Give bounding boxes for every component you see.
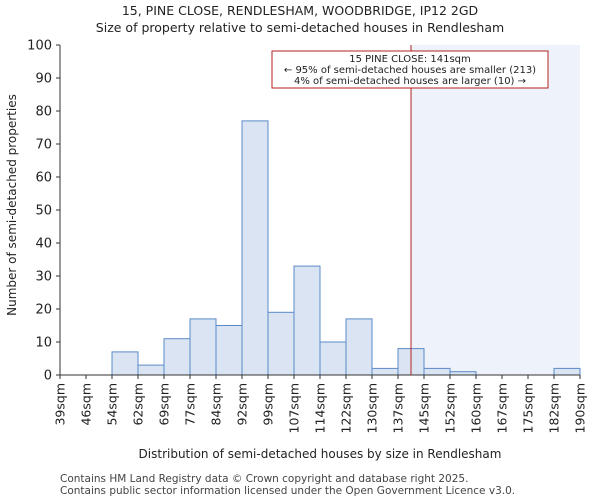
histogram-bar (267, 311, 295, 376)
x-axis-label: Distribution of semi-detached houses by … (139, 447, 502, 461)
x-tick-label: 182sqm (547, 383, 562, 433)
x-tick-label: 145sqm (417, 383, 432, 433)
y-axis-label: Number of semi-detached properties (5, 94, 19, 316)
x-tick-label: 114sqm (313, 383, 328, 433)
x-tick-label: 167sqm (495, 383, 510, 433)
histogram-bar (189, 318, 217, 376)
histogram-bar (371, 367, 399, 376)
x-tick-label: 69sqm (157, 383, 172, 426)
property-annotation: 15 PINE CLOSE: 141sqm ← 95% of semi-deta… (271, 50, 549, 89)
x-tick-label: 152sqm (443, 383, 458, 433)
x-tick-label: 175sqm (521, 383, 536, 433)
y-tick-label: 50 (35, 204, 52, 219)
larger-region (411, 45, 580, 375)
histogram-bar (215, 325, 243, 376)
histogram-bar (553, 367, 581, 376)
histogram-bar (293, 265, 321, 376)
histogram-bar (163, 338, 191, 376)
histogram-bar (319, 341, 347, 376)
x-tick-label: 99sqm (261, 383, 276, 426)
y-tick-label: 90 (35, 72, 52, 87)
x-tick-label: 160sqm (469, 383, 484, 433)
x-tick-label: 137sqm (391, 383, 406, 433)
histogram-bar (111, 351, 139, 376)
histogram-bar (423, 367, 451, 376)
x-tick-label: 46sqm (79, 383, 94, 426)
y-tick-label: 70 (35, 138, 52, 153)
x-tick-label: 92sqm (235, 383, 250, 426)
y-tick-label: 40 (35, 237, 52, 252)
x-tick-label: 130sqm (365, 383, 380, 433)
annotation-smaller: ← 95% of semi-detached houses are smalle… (284, 65, 536, 76)
x-tick-label: 107sqm (287, 383, 302, 433)
histogram-bar (241, 120, 269, 376)
x-tick-label: 84sqm (209, 383, 224, 426)
chart-title: 15, PINE CLOSE, RENDLESHAM, WOODBRIDGE, … (121, 3, 479, 18)
y-tick-label: 80 (35, 105, 52, 120)
x-tick-label: 190sqm (573, 383, 588, 433)
chart-subtitle: Size of property relative to semi-detach… (95, 20, 505, 35)
y-tick-label: 60 (35, 171, 52, 186)
histogram-bar (137, 364, 165, 376)
x-tick-label: 122sqm (339, 383, 354, 433)
histogram-chart: 0 10 20 30 40 50 60 70 80 90 100 39sqm 46sqm 54sqm 62s… (5, 39, 588, 462)
y-tick-label: 10 (35, 336, 52, 351)
y-tick-label: 100 (27, 39, 52, 54)
y-tick-label: 30 (35, 270, 52, 285)
annotation-title: 15 PINE CLOSE: 141sqm (349, 54, 471, 65)
footer-licence: Contains public sector information licen… (60, 485, 516, 497)
annotation-larger: 4% of semi-detached houses are larger (1… (294, 76, 526, 87)
x-tick-label: 62sqm (131, 383, 146, 426)
x-tick-label: 39sqm (53, 383, 68, 426)
x-tick-label: 54sqm (105, 383, 120, 426)
x-tick-label: 77sqm (183, 383, 198, 426)
footer-copyright: Contains HM Land Registry data © Crown c… (60, 473, 469, 485)
histogram-bar (345, 318, 373, 376)
y-tick-label: 0 (44, 369, 52, 384)
y-tick-label: 20 (35, 303, 52, 318)
